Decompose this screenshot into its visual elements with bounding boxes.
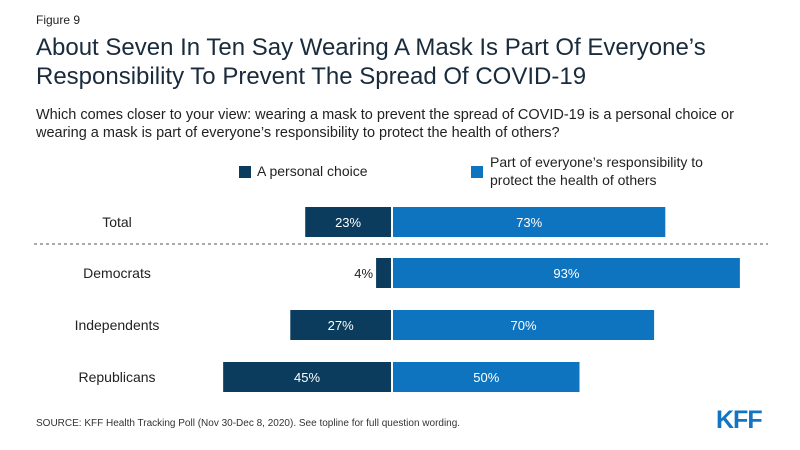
chart-subtitle-line-1: Which comes closer to your view: wearing… [36, 107, 734, 123]
chart-subtitle: Which comes closer to your view: wearing… [36, 106, 776, 142]
bar-personal-democrats [376, 258, 391, 288]
category-label-independents: Independents [75, 317, 160, 333]
bar-responsibility-republicans [393, 362, 580, 392]
data-label-personal-total: 23% [335, 215, 361, 230]
legend-label-responsibility: Part of everyone’s responsibility to pro… [490, 153, 703, 189]
legend-swatch-personal-choice [239, 166, 251, 178]
bar-personal-total [305, 207, 391, 237]
bar-responsibility-independents [393, 310, 655, 340]
chart-title-line-1: About Seven In Ten Say Wearing A Mask Is… [36, 34, 706, 61]
category-label-total: Total [102, 214, 132, 230]
bar-personal-independents [290, 310, 391, 340]
data-label-responsibility-total: 73% [516, 215, 542, 230]
chart-title-line-2: Responsibility To Prevent The Spread Of … [36, 63, 587, 90]
legend-swatch-responsibility [471, 166, 483, 178]
chart-subtitle-line-2: wearing a mask is part of everyone’s res… [36, 125, 560, 141]
kff-logo: KFF [716, 406, 763, 434]
chart-title: About Seven In Ten Say Wearing A Mask Is… [36, 33, 776, 91]
category-label-democrats: Democrats [83, 265, 151, 281]
category-label-republicans: Republicans [78, 369, 155, 385]
legend-label-responsibility-line-1: Part of everyone’s responsibility to [490, 154, 703, 170]
bar-personal-republicans [223, 362, 391, 392]
bar-responsibility-total [393, 207, 666, 237]
legend-label-personal-choice: A personal choice [257, 163, 368, 179]
data-label-personal-republicans: 45% [294, 370, 320, 385]
data-label-responsibility-democrats: 93% [553, 266, 579, 281]
source-note: SOURCE: KFF Health Tracking Poll (Nov 30… [36, 418, 461, 429]
legend-label-responsibility-line-2: protect the health of others [490, 172, 657, 188]
data-label-responsibility-republicans: 50% [473, 370, 499, 385]
data-label-personal-democrats: 4% [354, 266, 373, 281]
data-label-personal-independents: 27% [328, 318, 354, 333]
figure-label: Figure 9 [36, 13, 81, 27]
data-label-responsibility-independents: 70% [511, 318, 537, 333]
bar-responsibility-democrats [393, 258, 740, 288]
